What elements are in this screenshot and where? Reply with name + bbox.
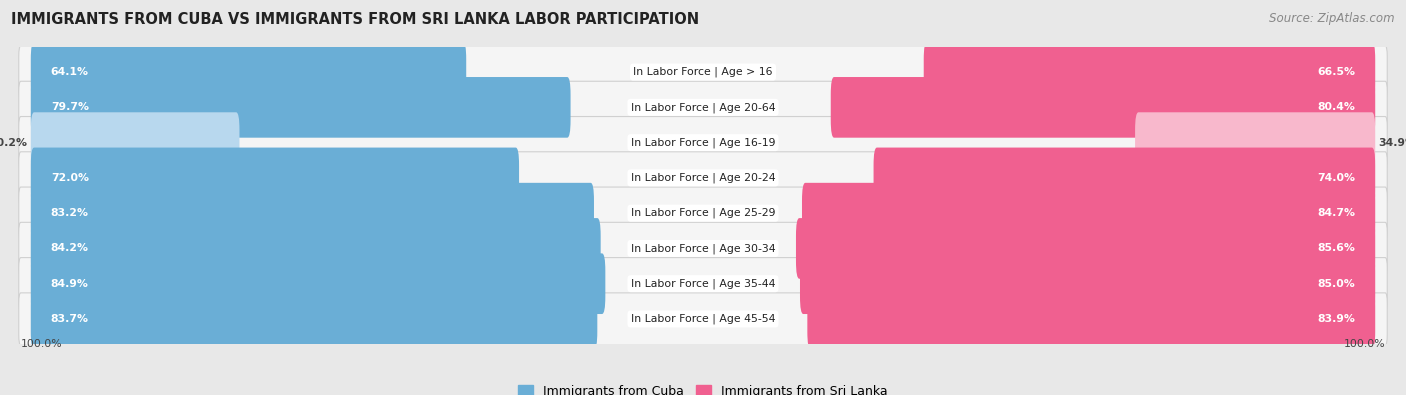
Text: 83.9%: 83.9% (1317, 314, 1355, 324)
Text: In Labor Force | Age 16-19: In Labor Force | Age 16-19 (631, 137, 775, 148)
Text: In Labor Force | Age 25-29: In Labor Force | Age 25-29 (631, 208, 775, 218)
Text: In Labor Force | Age > 16: In Labor Force | Age > 16 (633, 67, 773, 77)
Text: In Labor Force | Age 20-64: In Labor Force | Age 20-64 (631, 102, 775, 113)
FancyBboxPatch shape (18, 258, 1388, 310)
FancyBboxPatch shape (924, 42, 1375, 102)
FancyBboxPatch shape (801, 183, 1375, 243)
Text: 84.2%: 84.2% (51, 243, 89, 254)
Text: 80.4%: 80.4% (1317, 102, 1355, 112)
FancyBboxPatch shape (18, 152, 1388, 204)
Text: 84.9%: 84.9% (51, 279, 89, 289)
Text: Source: ZipAtlas.com: Source: ZipAtlas.com (1270, 12, 1395, 25)
Text: In Labor Force | Age 35-44: In Labor Force | Age 35-44 (631, 278, 775, 289)
FancyBboxPatch shape (800, 253, 1375, 314)
FancyBboxPatch shape (18, 293, 1388, 345)
FancyBboxPatch shape (807, 289, 1375, 349)
Text: 84.7%: 84.7% (1317, 208, 1355, 218)
FancyBboxPatch shape (31, 218, 600, 279)
FancyBboxPatch shape (31, 183, 593, 243)
Text: 72.0%: 72.0% (51, 173, 89, 183)
FancyBboxPatch shape (873, 148, 1375, 208)
FancyBboxPatch shape (31, 112, 239, 173)
FancyBboxPatch shape (18, 187, 1388, 239)
Text: IMMIGRANTS FROM CUBA VS IMMIGRANTS FROM SRI LANKA LABOR PARTICIPATION: IMMIGRANTS FROM CUBA VS IMMIGRANTS FROM … (11, 12, 699, 27)
Text: In Labor Force | Age 20-24: In Labor Force | Age 20-24 (631, 173, 775, 183)
Text: 66.5%: 66.5% (1317, 67, 1355, 77)
Text: In Labor Force | Age 30-34: In Labor Force | Age 30-34 (631, 243, 775, 254)
Text: 64.1%: 64.1% (51, 67, 89, 77)
FancyBboxPatch shape (31, 148, 519, 208)
FancyBboxPatch shape (18, 222, 1388, 275)
Text: 85.6%: 85.6% (1317, 243, 1355, 254)
FancyBboxPatch shape (18, 46, 1388, 98)
FancyBboxPatch shape (18, 117, 1388, 169)
Text: 100.0%: 100.0% (1344, 339, 1385, 349)
Text: 85.0%: 85.0% (1317, 279, 1355, 289)
Text: 34.9%: 34.9% (1378, 137, 1406, 148)
Text: 74.0%: 74.0% (1317, 173, 1355, 183)
FancyBboxPatch shape (831, 77, 1375, 138)
FancyBboxPatch shape (31, 77, 571, 138)
FancyBboxPatch shape (31, 253, 606, 314)
FancyBboxPatch shape (31, 42, 467, 102)
Text: 83.2%: 83.2% (51, 208, 89, 218)
Text: 79.7%: 79.7% (51, 102, 89, 112)
Text: In Labor Force | Age 45-54: In Labor Force | Age 45-54 (631, 314, 775, 324)
FancyBboxPatch shape (31, 289, 598, 349)
Text: 83.7%: 83.7% (51, 314, 89, 324)
Text: 30.2%: 30.2% (0, 137, 28, 148)
FancyBboxPatch shape (796, 218, 1375, 279)
Legend: Immigrants from Cuba, Immigrants from Sri Lanka: Immigrants from Cuba, Immigrants from Sr… (513, 380, 893, 395)
Text: 100.0%: 100.0% (21, 339, 62, 349)
FancyBboxPatch shape (18, 81, 1388, 134)
FancyBboxPatch shape (1135, 112, 1375, 173)
